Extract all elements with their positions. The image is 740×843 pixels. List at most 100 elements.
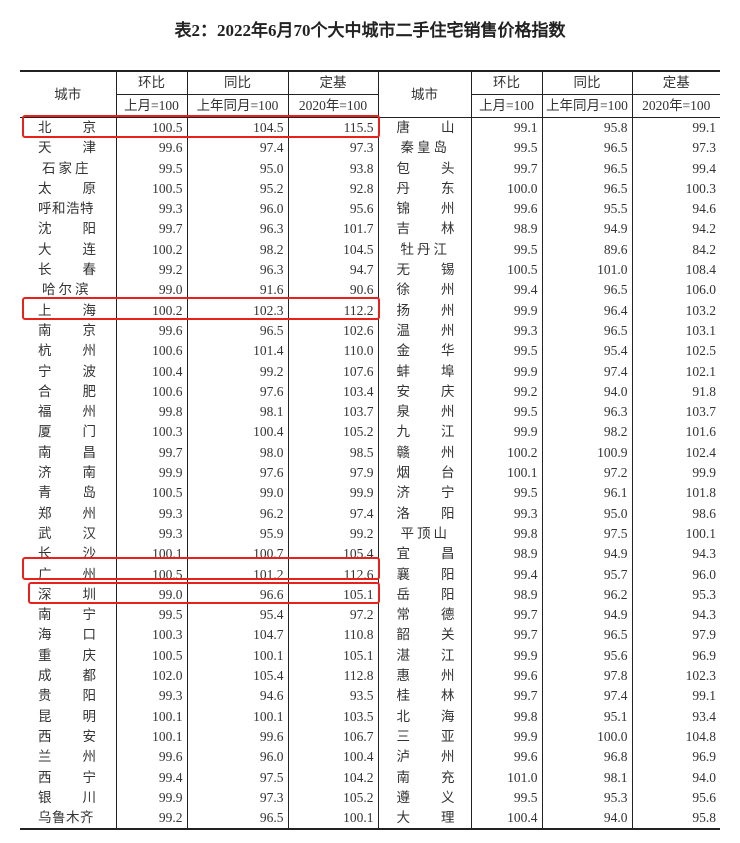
city-name: 泉州 — [396, 404, 455, 420]
yoy-value: 96.5 — [541, 158, 632, 179]
fixed-value: 105.4 — [287, 544, 378, 565]
mom-value: 99.6 — [470, 199, 542, 220]
city-cell: 厦门 — [20, 422, 116, 442]
table-row: 西安 100.1 99.6 106.7 三亚 99.9 100.0 104.8 — [20, 726, 720, 748]
city-name: 昆明 — [38, 708, 96, 724]
mom-value: 99.5 — [115, 605, 187, 626]
city-cell: 泸州 — [377, 747, 471, 768]
city-name: 韶关 — [396, 627, 455, 643]
yoy-value: 95.0 — [186, 158, 288, 179]
city-cell: 成都 — [20, 666, 116, 686]
city-cell: 泉州 — [377, 402, 471, 423]
fixed-value: 105.2 — [287, 422, 378, 443]
city-name: 沈阳 — [38, 221, 96, 237]
city-name: 三亚 — [396, 728, 455, 744]
mom-value: 99.8 — [470, 706, 542, 727]
city-cell: 太原 — [20, 179, 116, 199]
mom-value: 100.5 — [115, 483, 187, 504]
city-name: 杭州 — [38, 343, 96, 359]
city-cell: 蚌埠 — [377, 361, 471, 382]
fixed-value: 107.6 — [287, 361, 378, 382]
city-cell: 烟台 — [377, 463, 471, 484]
city-cell: 洛阳 — [377, 503, 471, 524]
fixed-value: 94.0 — [631, 767, 720, 788]
mom-value: 100.2 — [470, 442, 542, 464]
city-cell: 赣州 — [377, 442, 471, 464]
city-cell: 海口 — [20, 625, 116, 645]
mom-value: 99.3 — [115, 199, 187, 220]
yoy-value: 94.0 — [541, 808, 632, 831]
mom-value: 99.9 — [115, 463, 187, 484]
city-name: 南宁 — [38, 607, 96, 623]
city-cell: 安庆 — [377, 381, 471, 403]
city-name: 泸州 — [396, 749, 455, 765]
city-cell: 上海 — [20, 301, 116, 321]
fixed-value: 99.4 — [631, 158, 720, 179]
city-name: 南充 — [396, 769, 455, 785]
header-mom: 环比 — [115, 70, 187, 95]
yoy-value: 95.7 — [541, 564, 632, 585]
fixed-value: 97.3 — [631, 138, 720, 159]
yoy-value: 96.5 — [541, 280, 632, 301]
header-yoy-base: 上年同月=100 — [541, 94, 632, 118]
header-yoy: 同比 — [541, 70, 632, 95]
yoy-value: 95.5 — [541, 199, 632, 220]
city-cell: 常德 — [377, 605, 471, 626]
city-name: 重庆 — [38, 647, 96, 663]
city-name: 吉林 — [396, 221, 455, 237]
city-cell: 牡丹江 — [377, 239, 471, 261]
city-cell: 大理 — [377, 808, 471, 831]
city-cell: 北海 — [377, 706, 471, 727]
table-row: 上海 100.2 102.3 112.2 扬州 99.9 96.4 103.2 — [20, 300, 720, 321]
yoy-value: 94.9 — [541, 544, 632, 565]
fixed-value: 97.4 — [287, 503, 378, 524]
city-name: 锦州 — [396, 201, 455, 217]
fixed-value: 94.3 — [631, 544, 720, 565]
fixed-value: 103.7 — [631, 402, 720, 423]
mom-value: 99.7 — [115, 219, 187, 240]
fixed-value: 90.6 — [287, 280, 378, 301]
city-cell: 遵义 — [377, 787, 471, 809]
fixed-value: 97.9 — [631, 625, 720, 646]
yoy-value: 100.0 — [541, 726, 632, 748]
yoy-value: 96.5 — [541, 320, 632, 342]
city-cell: 兰州 — [20, 747, 116, 767]
mom-value: 100.4 — [470, 808, 542, 831]
city-name: 宁波 — [38, 363, 96, 379]
yoy-value: 97.2 — [541, 463, 632, 484]
yoy-value: 101.0 — [541, 260, 632, 281]
yoy-value: 105.4 — [186, 666, 288, 687]
city-cell: 南京 — [20, 321, 116, 341]
city-cell: 温州 — [377, 320, 471, 342]
city-cell: 无锡 — [377, 260, 471, 281]
city-cell: 金华 — [377, 341, 471, 362]
mom-value: 99.9 — [470, 422, 542, 443]
city-cell: 湛江 — [377, 645, 471, 667]
fixed-value: 103.5 — [287, 706, 378, 727]
header-mom: 环比 — [470, 70, 542, 95]
yoy-value: 102.3 — [186, 300, 288, 321]
city-cell: 济南 — [20, 463, 116, 483]
fixed-value: 110.0 — [287, 341, 378, 362]
city-cell: 银川 — [20, 788, 116, 808]
city-name: 呼和浩特 — [38, 201, 94, 217]
city-name: 贵阳 — [38, 688, 96, 704]
yoy-value: 94.6 — [186, 686, 288, 707]
table-row: 重庆 100.5 100.1 105.1 湛江 99.9 95.6 96.9 — [20, 645, 720, 667]
city-cell: 沈阳 — [20, 219, 116, 239]
table-row: 乌鲁木齐 99.2 96.5 100.1 大理 100.4 94.0 95.8 — [20, 808, 720, 831]
mom-value: 99.5 — [470, 239, 542, 261]
yoy-value: 97.3 — [186, 787, 288, 809]
city-name: 常德 — [396, 607, 455, 623]
fixed-value: 102.3 — [631, 666, 720, 687]
city-cell: 西安 — [20, 727, 116, 747]
table-row: 厦门 100.3 100.4 105.2 九江 99.9 98.2 101.6 — [20, 422, 720, 443]
table-row: 广州 100.5 101.2 112.6 襄阳 99.4 95.7 96.0 — [20, 564, 720, 585]
yoy-value: 97.4 — [541, 361, 632, 382]
mom-value: 100.0 — [470, 178, 542, 200]
city-cell: 宜昌 — [377, 544, 471, 565]
city-name: 南京 — [38, 322, 96, 338]
table-row: 长沙 100.1 100.7 105.4 宜昌 98.9 94.9 94.3 — [20, 544, 720, 565]
mom-value: 99.6 — [115, 138, 187, 159]
fixed-value: 99.9 — [631, 463, 720, 484]
